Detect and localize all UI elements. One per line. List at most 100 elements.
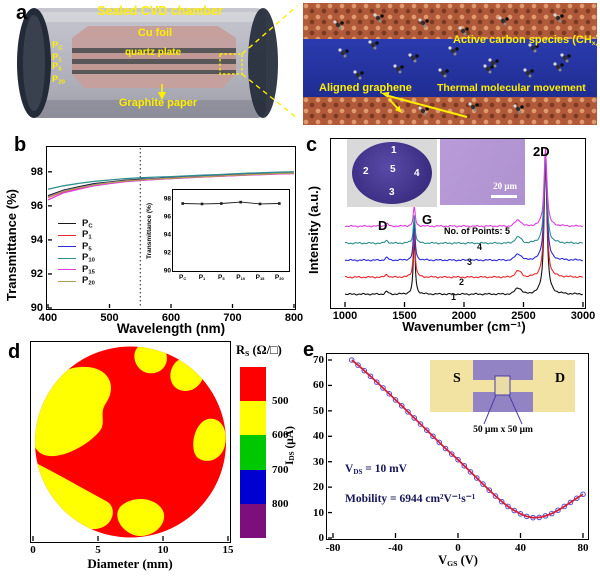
tick-label: 96 (163, 213, 171, 221)
tick-label: 800 (284, 312, 304, 324)
graphite-paper-label: Graphite paper (118, 97, 198, 109)
tick-label: 5 (95, 544, 101, 556)
tick-label: -40 (388, 542, 403, 554)
panel-c-raman: c Intensity (a.u.) 1 2 5 4 3 20 μm 2D D … (300, 130, 600, 335)
curve-number-3: 3 (467, 257, 473, 267)
drain-label: D (555, 371, 566, 386)
b-inset-plot (181, 200, 281, 206)
tick-label: 92 (163, 249, 171, 257)
colorbar (240, 367, 266, 538)
graphene-wafer (352, 142, 432, 204)
mobility-annotation: Mobility = 6944 cm²V⁻¹s⁻¹ (345, 493, 476, 505)
legend-label: PC (82, 217, 93, 230)
legend-label: P15 (82, 263, 95, 276)
aligned-graphene-label: Aligned graphene (319, 82, 412, 94)
source-label: S (453, 371, 461, 386)
panel-a: a (0, 0, 600, 128)
b-legend: PC P1 P5 P10 P15 P20 (58, 218, 95, 287)
b-inset-y-label: Transmittance (%) (146, 203, 153, 259)
thermal-movement-label: Thermal molecular movement (437, 82, 586, 94)
panel-b-transmittance: b Transmittance (%) PC P1 P5 P10 P15 P20 Tran… (0, 130, 304, 336)
tick-label: 98 (30, 165, 43, 178)
legend-label: P10 (82, 252, 95, 265)
scalebar-label: 20 μm (493, 181, 517, 191)
d-resistance-map (32, 346, 229, 541)
wafer-photo-inset: 1 2 5 4 3 (347, 139, 437, 207)
stack-label-pc: PC (52, 40, 63, 52)
legend-item: PC (58, 218, 95, 230)
scalebar (491, 195, 517, 198)
tick-label: 94 (30, 233, 43, 246)
peak-label-g: G (422, 212, 433, 227)
tick-label: 98 (163, 195, 171, 203)
e-x-axis-label: VGS (V) (438, 553, 478, 569)
curve-number-2: 2 (459, 277, 465, 287)
device-inset (430, 360, 575, 425)
tick-label: 0 (30, 544, 36, 556)
tick-label: 400 (38, 312, 58, 324)
tick-label: 0 (318, 532, 325, 544)
tick-label: 94 (163, 231, 171, 239)
quartz-plate-label: quartz plate (124, 47, 182, 58)
zoom-connector-line (241, 73, 298, 119)
colorbar-title: RS (Ω/□) (236, 343, 282, 359)
tick-label: -80 (325, 542, 341, 554)
tick-label: 80 (577, 542, 589, 554)
tick-label: 1000 (332, 310, 358, 322)
legend-line-sample (58, 234, 76, 236)
tick-label: 70 (313, 354, 324, 366)
stack-label-p5: P5 (52, 61, 62, 73)
panel-letter-b: b (14, 134, 27, 156)
b-inset-category-label: P20 (274, 274, 284, 282)
substrate-bottom-block (473, 392, 533, 412)
b-inset-category-label: P1 (198, 274, 206, 282)
colorbar-segment (240, 401, 266, 436)
d-x-axis-label: Diameter (mm) (87, 556, 173, 571)
tick-label: 30 (313, 455, 324, 468)
tick-label: 0 (455, 542, 461, 554)
colorbar-segment (240, 367, 266, 402)
colorbar-segment (240, 503, 266, 538)
e-y-axis-label: IDS (μA) (284, 426, 296, 466)
tick-label: 90 (163, 267, 171, 275)
quartz-plate-layer (72, 38, 236, 48)
points-count-label: No. of Points: 5 (444, 226, 510, 236)
wafer-point-5: 5 (390, 164, 396, 175)
cu-foil-label: Cu foil (137, 27, 173, 39)
chamber-right-cap (248, 8, 278, 118)
e-transfer-plot (328, 357, 586, 539)
cu-lattice-top (303, 3, 597, 39)
tick-label: 2000 (451, 310, 477, 322)
panel-letter-d: d (8, 341, 21, 363)
zoom-connector-line (241, 5, 298, 55)
cu-foil-slab (72, 26, 236, 38)
legend-line-sample (58, 223, 76, 225)
channel-size-label: 50 μm x 50 μm (473, 425, 533, 435)
panel-d-sheet-resistance-map: d RS (Ω/□) Diameter (mm) 0 5 10 15 500 600 700… (0, 335, 300, 579)
stack-label-p20: P20 (52, 74, 65, 86)
vds-annotation: VDS = 10 mV (345, 463, 407, 476)
panel-e-transfer-curve: e IDS (μA) VDS = 10 mV Mobility = 6944 c… (284, 335, 600, 579)
tick-label: 600 (161, 312, 181, 324)
b-inset-category-label: P5 (218, 274, 225, 282)
c-x-axis-label: Wavenumber (cm⁻¹) (402, 319, 526, 334)
colorbar-boundary-label: 600 (272, 429, 289, 442)
b-inset-category-label: P10 (236, 274, 246, 282)
legend-item: P10 (58, 252, 95, 265)
legend-line-sample (58, 257, 76, 259)
tick-label: 60 (313, 379, 324, 392)
graphite-paper-slab (72, 74, 236, 88)
legend-label: P20 (82, 275, 95, 288)
wafer-point-3: 3 (389, 187, 395, 198)
panel-letter-a: a (16, 2, 28, 24)
active-carbon-label: Active carbon species (CHx) (453, 34, 597, 47)
b-x-axis-label: Wavelength (nm) (116, 321, 226, 336)
tick-label: 50 (313, 404, 324, 417)
b-inset-category-label: P15 (255, 274, 265, 282)
cvd-chamber-illustration (17, 5, 298, 119)
tick-label: 3000 (570, 310, 596, 322)
colorbar-boundary-label: 500 (272, 395, 289, 408)
legend-item: P15 (58, 264, 95, 276)
tick-label: 10 (157, 544, 169, 556)
